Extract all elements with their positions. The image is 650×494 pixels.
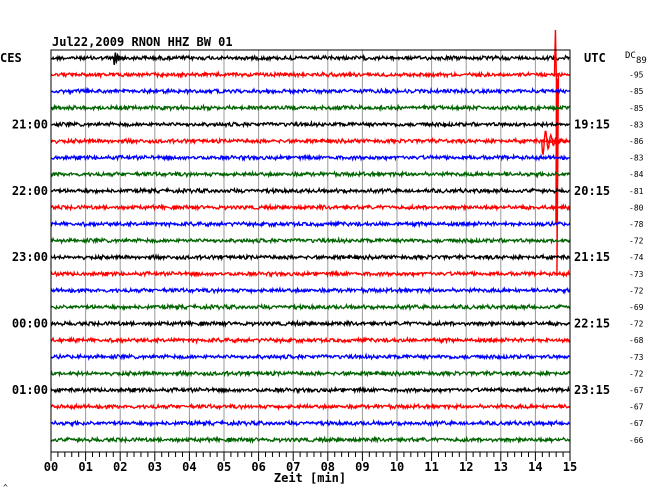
event-row-0-0 [113,52,126,65]
trace-row-5 [50,136,571,146]
right-time-label: 21:15 [574,250,610,264]
seismic-traces [50,29,571,445]
left-time-label: 21:00 [12,117,48,131]
trace-row-13 [50,269,571,279]
event-row-5-0 [541,130,570,155]
dc-offset-label: -66 [629,436,644,445]
dc-offset-label: -86 [629,137,644,146]
trace-row-0 [50,53,571,63]
x-tick-label: 05 [217,460,231,474]
trace-row-8 [50,186,571,196]
grid-lines [85,50,536,452]
x-tick-label: 10 [390,460,404,474]
x-tick-label: 03 [148,460,162,474]
trace-row-20 [50,385,571,395]
plot-frame [50,49,571,453]
trace-row-10 [50,219,571,229]
left-header: CES [0,51,22,65]
trace-row-21 [50,402,571,411]
x-tick-label: 13 [494,460,508,474]
plot-border [50,49,571,453]
trace-row-11 [50,236,571,245]
x-tick-label: 04 [182,460,196,474]
x-tick-label: 11 [424,460,438,474]
trace-row-1 [50,70,571,80]
right-header: UTC [584,51,606,65]
x-axis-label: Zeit [min] [274,471,346,485]
trace-row-16 [50,319,571,328]
trace-row-6 [50,153,571,163]
trace-row-14 [50,286,571,295]
trace-row-3 [50,103,571,113]
x-tick-label: 07 [286,460,300,474]
trace-row-17 [50,335,571,345]
trace-row-18 [50,352,570,362]
trace-row-9 [50,202,571,212]
x-tick-label: 00 [44,460,58,474]
dc-offset-label: -81 [629,187,644,196]
x-tick-label: 12 [459,460,473,474]
dc-offset-label: -84 [629,170,644,179]
dc-offset-label: -68 [629,336,644,345]
corner-mark: ^ [3,483,8,492]
dc-offset-label: -72 [629,369,644,378]
trace-row-15 [50,302,571,312]
dc-offset-label: -67 [629,419,644,428]
x-tick-label: 02 [113,460,127,474]
x-tick-label: 01 [78,460,92,474]
trace-row-22 [50,418,571,428]
dc-offset-label: -72 [629,286,644,295]
dc-offset-label: -78 [629,220,644,229]
dc-offset-label: -95 [629,71,644,80]
dc-offset-label: -83 [629,154,644,163]
trace-row-19 [50,369,571,378]
right-time-label: 22:15 [574,317,610,331]
dc-offset-label: -69 [629,303,644,312]
x-axis-ticks [50,452,571,461]
x-tick-label: 15 [563,460,577,474]
right-time-label: 23:15 [574,383,610,397]
trace-row-23 [50,435,571,445]
x-tick-label: 14 [528,460,542,474]
dc-offset-label: -85 [629,87,644,96]
x-tick-label: 08 [321,460,335,474]
axis-labels: 00 01 02 03 04 05 06 07 08 09 10 11 12 13 14 15 21:00 22:… [12,71,644,474]
trace-row-12 [50,252,571,262]
left-time-label: 23:00 [12,250,48,264]
chart-title: Jul22,2009 RNON HHZ BW 01 [52,35,233,49]
left-time-label: 00:00 [12,317,48,331]
dc-offset-label: -83 [629,120,644,129]
dc-offset-label: -73 [629,353,644,362]
left-time-label: 22:00 [12,184,48,198]
x-tick-label: 09 [355,460,369,474]
trace-row-4 [50,119,570,129]
right-time-label: 19:15 [574,117,610,131]
dc-offset-label: -67 [629,403,644,412]
dc-offset-label: -80 [629,203,644,212]
left-time-label: 01:00 [12,383,48,397]
dc-offset-label: -74 [629,253,644,262]
x-tick-label: 06 [251,460,265,474]
dc-offset-label: -73 [629,270,644,279]
dc-header-sub: 89 [636,56,647,66]
dc-offset-label: -67 [629,386,644,395]
dc-header: DC [625,51,636,61]
trace-row-2 [50,86,571,96]
trace-row-7 [50,169,571,179]
dc-offset-label: -72 [629,237,644,246]
right-time-label: 20:15 [574,184,610,198]
dc-offset-label: -85 [629,104,644,113]
dc-offset-label: -72 [629,320,644,329]
